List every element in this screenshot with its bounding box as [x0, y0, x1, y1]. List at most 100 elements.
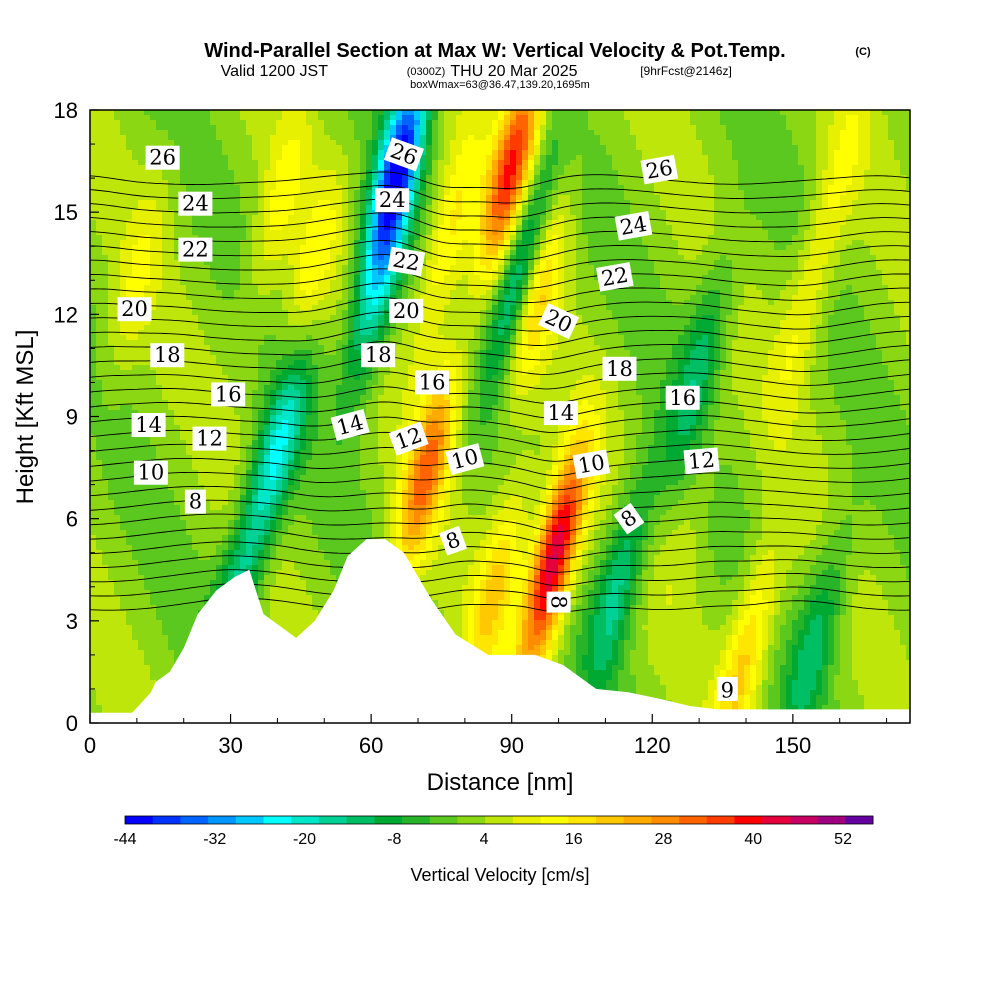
x-tick-label: 90 — [499, 733, 523, 758]
contour-label: 22 — [387, 246, 426, 277]
contour-label: 22 — [595, 262, 634, 292]
contour-label: 24 — [614, 211, 653, 241]
colorbar-label: Vertical Velocity [cm/s] — [410, 865, 589, 885]
contour-label: 10 — [572, 449, 611, 479]
theta-contour-line — [90, 555, 910, 573]
contour-label: 16 — [665, 385, 700, 410]
contour-label-box — [211, 382, 246, 407]
contour-label-text: 22 — [600, 263, 630, 291]
x-axis-label: Distance [nm] — [427, 769, 574, 796]
contour-label: 10 — [445, 443, 485, 476]
contour-label-box — [388, 421, 429, 456]
colorbar-tick-label: -44 — [113, 831, 136, 848]
x-axis: 0 30 60 90 120 150 — [84, 714, 888, 758]
contour-label-text: 24 — [182, 192, 209, 216]
contour-label-text: 10 — [576, 450, 606, 478]
theta-contour-line — [90, 240, 910, 261]
contour-label-box — [383, 137, 424, 172]
contour-label-box — [178, 191, 213, 216]
theta-contour-line — [90, 326, 910, 346]
theta-contour-line — [90, 356, 910, 375]
theta-contour-line — [90, 527, 910, 546]
colorbar-swatch — [318, 816, 348, 824]
colorbar-tick-label: -8 — [387, 831, 401, 848]
theta-contour-line — [90, 415, 910, 433]
y-tick-label: 15 — [54, 200, 78, 225]
contour-label-box — [640, 154, 679, 185]
contour-label-box — [131, 413, 166, 437]
theta-contour-line — [90, 569, 910, 587]
contour-label-box — [133, 460, 168, 485]
contour-label-box — [683, 447, 720, 475]
contour-label: 8 — [439, 525, 468, 556]
contour-label: 14 — [543, 401, 578, 426]
contour-label: 18 — [602, 356, 637, 381]
colorbar-swatch — [291, 816, 320, 824]
y-axis: 0 3 6 9 12 15 18 — [54, 98, 99, 736]
colorbar-swatch — [568, 816, 597, 824]
contour-label-box — [330, 409, 370, 441]
x-tick-label: 0 — [84, 733, 96, 758]
colorbar-swatch — [845, 816, 874, 824]
contour-label-box — [538, 303, 580, 340]
contour-label: 16 — [211, 382, 246, 407]
colorbar-tick-label: -32 — [203, 831, 226, 848]
colorbar-swatch — [679, 816, 708, 824]
contour-label-box — [389, 298, 424, 323]
colorbar-swatch — [152, 816, 181, 824]
contour-label-text: 18 — [154, 343, 181, 367]
y-tick-label: 12 — [54, 302, 78, 327]
contour-label: 8 — [546, 591, 571, 613]
contour-label: 26 — [640, 154, 679, 185]
contour-label-box — [614, 211, 653, 241]
contour-label-text: 20 — [121, 297, 148, 321]
contour-label-box — [192, 426, 227, 451]
contour-label-text: 26 — [644, 155, 674, 183]
contour-label-text: 8 — [189, 490, 202, 514]
contour-label-box — [145, 145, 180, 170]
colorbar-swatch — [651, 816, 680, 824]
contour-label-text: 6 — [721, 677, 734, 701]
theta-contour-line — [90, 443, 910, 462]
colorbar-swatch — [789, 816, 819, 824]
theta-contour-line — [90, 198, 910, 218]
colorbar-swatch — [762, 816, 791, 824]
terrain-shape — [90, 539, 910, 723]
contour-label-text: 22 — [182, 238, 209, 262]
contour-label-text: 24 — [379, 188, 406, 212]
contour-label-text: 12 — [687, 448, 716, 474]
contour-label-box — [375, 188, 410, 213]
theta-contour-line — [90, 297, 910, 318]
contour-label: 22 — [178, 237, 213, 262]
valid-time: Valid 1200 JST — [221, 63, 329, 80]
contour-label-box — [543, 401, 578, 426]
contour-label-box — [602, 356, 637, 381]
valid-date: THU 20 Mar 2025 — [450, 63, 577, 80]
y-tick-label: 18 — [54, 98, 78, 123]
copyright-mark: (C) — [855, 46, 871, 58]
contour-label-box — [595, 262, 634, 292]
contour-label-box — [361, 343, 396, 368]
y-tick-label: 9 — [66, 405, 78, 430]
theta-contour-line — [90, 212, 910, 233]
contour-label-text: 8 — [547, 595, 571, 608]
colorbar-tick-label: 16 — [565, 831, 583, 848]
contour-label-text: 16 — [419, 370, 446, 394]
colorbar-swatch — [429, 816, 458, 824]
theta-contour-line — [90, 226, 910, 247]
theta-contour-line — [90, 171, 910, 189]
colorbar-swatch — [623, 816, 652, 824]
theta-contour-line — [90, 485, 910, 505]
contour-label-box — [184, 489, 206, 514]
forecast-info: [9hrFcst@2146z] — [640, 64, 732, 78]
colorbar-tick-label: 28 — [655, 831, 673, 848]
colorbar-tick-label: 4 — [480, 831, 489, 848]
x-tick-label: 60 — [359, 733, 383, 758]
theta-contour-line — [90, 311, 910, 332]
contour-label-text: 14 — [135, 413, 162, 437]
contour-label-text: 16 — [669, 386, 696, 410]
contour-label-box — [178, 237, 213, 262]
contour-label: 6 — [716, 676, 738, 701]
colorbar-swatch — [485, 816, 514, 824]
